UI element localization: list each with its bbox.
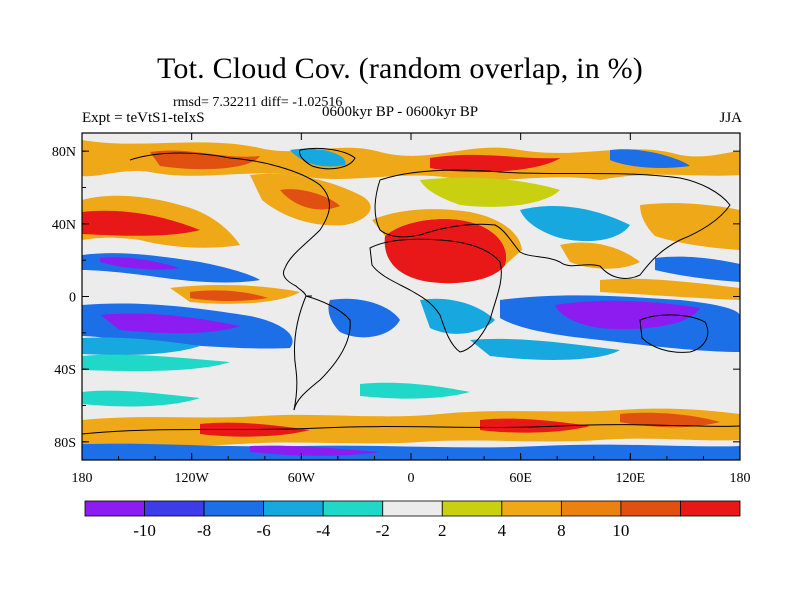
antarctic-red-2	[480, 418, 590, 433]
east-siberia-blue-patch	[610, 149, 690, 168]
sahara-red-blob	[384, 218, 507, 284]
africa-coast	[369, 238, 502, 353]
south-asia-orange	[560, 242, 640, 269]
colorbar-swatch	[84, 500, 145, 517]
y-tick-label: 80N	[52, 145, 76, 160]
siberia-red-patch	[430, 154, 560, 173]
rmsd-diff-stats: rmsd= 7.32211 diff= -1.02516	[173, 95, 343, 110]
colorbar-label: -8	[197, 521, 211, 540]
colorbar-label: 2	[438, 521, 447, 540]
x-tick-label: 0	[408, 471, 415, 486]
colorbar-swatch	[620, 500, 681, 517]
antarctica-coast	[82, 424, 740, 435]
north-america-coast	[129, 152, 330, 297]
north-pacific-red	[82, 210, 200, 236]
south-pacific-cyan	[82, 337, 200, 356]
x-tick-label: 180	[730, 471, 751, 486]
colorbar-swatch	[382, 500, 443, 517]
npacific-purple-band	[100, 257, 180, 270]
colorbar-swatch	[263, 500, 324, 517]
south-america-coast	[293, 295, 351, 411]
y-tick-label: 40N	[52, 218, 76, 233]
colorbar-swatch	[144, 500, 205, 517]
colorbar-label: -6	[257, 521, 271, 540]
colorbar-swatch	[501, 500, 562, 517]
colorbar-swatch	[560, 500, 622, 517]
south-pacific-teal	[82, 354, 230, 372]
indian-ocean-purple	[555, 300, 700, 330]
eurasia-coast	[374, 169, 731, 279]
east-pacific-red	[190, 290, 268, 301]
colorbar-label: 10	[612, 521, 629, 540]
greenland-coast	[299, 147, 356, 170]
x-tick-label: 120E	[616, 471, 646, 486]
colorbar-label: -4	[316, 521, 331, 540]
antarctic-blue-edge	[82, 443, 740, 460]
antarctic-purple	[250, 445, 380, 456]
period-label: 0600kyr BP - 0600kyr BP	[322, 104, 479, 120]
west-pacific-orange	[640, 203, 740, 250]
southern-ocean-teal-2	[360, 382, 470, 399]
x-tick-label: 120W	[175, 471, 210, 486]
x-axis: 180 120W 60W 0 60E 120E 180	[72, 133, 751, 486]
y-tick-label: 40S	[54, 363, 76, 378]
x-tick-label: 60W	[288, 471, 316, 486]
colorbar-label: 8	[557, 521, 566, 540]
colorbar: -10 -8 -6 -4 -2 2 4 8 10	[84, 500, 741, 540]
south-indian-cyan	[470, 338, 620, 360]
y-axis: 80N 40N 0 40S 80S	[52, 145, 740, 451]
colorbar-label: -2	[376, 521, 390, 540]
south-atlantic-blue	[328, 298, 400, 338]
greenland-blue-patch	[290, 148, 346, 167]
colorbar-swatch	[680, 500, 741, 517]
colorbar-swatch	[322, 500, 384, 517]
north-america-red	[280, 189, 340, 210]
experiment-label: Expt = teVtS1-teIxS	[82, 110, 205, 126]
colorbar-label: 4	[498, 521, 507, 540]
equatorial-orange-band	[600, 278, 740, 300]
australia-coast	[639, 314, 709, 353]
central-asia-blue	[520, 205, 630, 242]
eurasia-yellow	[420, 177, 560, 207]
antarctic-red-3	[620, 412, 720, 428]
colorbar-label: -10	[133, 521, 156, 540]
southern-ocean-teal	[82, 390, 200, 407]
x-tick-label: 180	[72, 471, 93, 486]
south-pacific-purple	[100, 313, 240, 334]
colorbar-swatch	[441, 500, 503, 517]
y-tick-label: 80S	[54, 436, 76, 451]
chart-title: Tot. Cloud Cov. (random overlap, in %)	[157, 52, 643, 85]
south-africa-cyan	[420, 298, 495, 334]
arctic-warm-band	[82, 140, 740, 181]
arctic-red-patch	[150, 150, 260, 170]
west-pacific-blue-band	[655, 256, 740, 282]
sahara-orange-rim	[372, 209, 522, 265]
south-america-west-coast	[293, 295, 307, 411]
x-tick-label: 60E	[509, 471, 532, 486]
colorbar-swatch	[203, 500, 265, 517]
cloud-cover-field	[82, 133, 740, 460]
season-label: JJA	[719, 110, 742, 126]
coastlines	[82, 147, 740, 435]
y-tick-label: 0	[69, 291, 76, 306]
